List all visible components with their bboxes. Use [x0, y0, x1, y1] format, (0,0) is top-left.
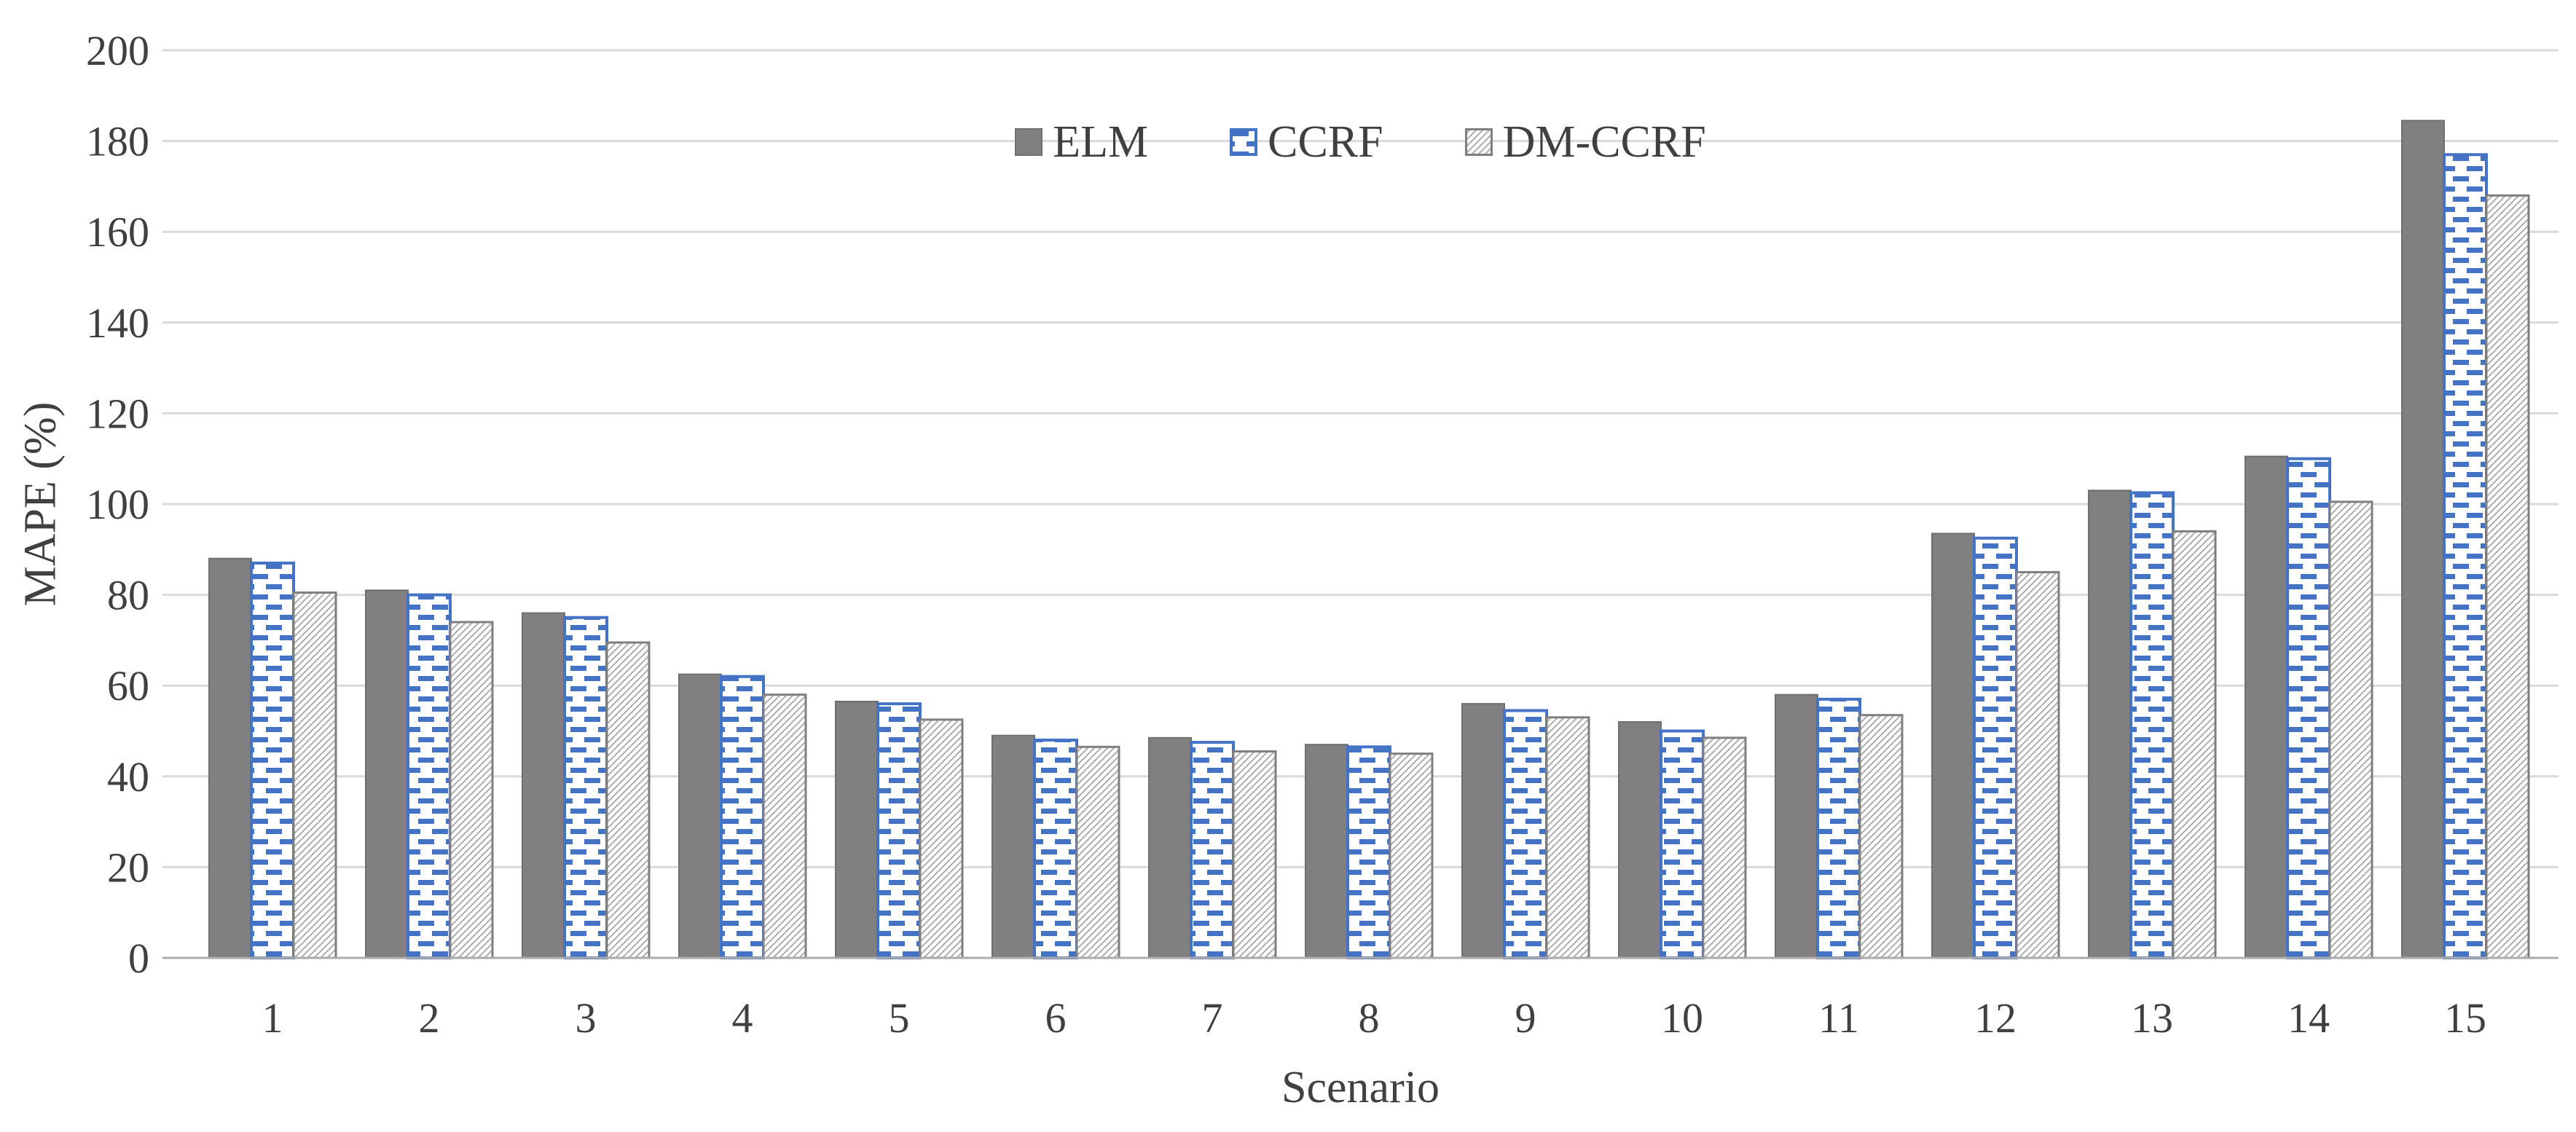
y-tick-label: 160 [86, 208, 149, 256]
y-tick-label: 80 [107, 572, 149, 619]
bar-dm-ccrf-scenario-3 [605, 641, 651, 959]
x-category-label: 8 [1359, 994, 1380, 1042]
bar-ccrf-scenario-9 [1503, 709, 1548, 960]
x-category-label: 1 [262, 994, 283, 1042]
bar-elm-scenario-6 [991, 734, 1035, 959]
legend-item-elm: ELM [1015, 119, 1148, 165]
bar-dm-ccrf-scenario-11 [1858, 714, 1904, 959]
bar-ccrf-scenario-14 [2286, 457, 2331, 959]
bar-dm-ccrf-scenario-4 [762, 693, 807, 959]
bar-elm-scenario-9 [1461, 703, 1505, 959]
x-category-label: 10 [1661, 994, 1703, 1042]
bar-dm-ccrf-scenario-6 [1075, 745, 1120, 959]
bar-dm-ccrf-scenario-7 [1232, 750, 1277, 959]
x-category-label: 15 [2444, 994, 2486, 1042]
bar-ccrf-scenario-3 [563, 616, 608, 959]
bar-ccrf-scenario-1 [250, 561, 295, 959]
bar-ccrf-scenario-12 [1973, 536, 2018, 959]
bar-elm-scenario-2 [365, 589, 409, 959]
bar-ccrf-scenario-13 [2129, 491, 2175, 959]
y-tick-label: 140 [86, 299, 149, 347]
legend-label-dm-ccrf: DM-CCRF [1502, 117, 1706, 167]
bar-dm-ccrf-scenario-8 [1389, 752, 1434, 959]
x-category-label: 3 [576, 994, 597, 1042]
bar-ccrf-scenario-6 [1033, 738, 1078, 960]
bar-ccrf-scenario-7 [1190, 741, 1235, 959]
legend-label-elm: ELM [1053, 117, 1149, 167]
bar-ccrf-scenario-15 [2443, 153, 2488, 959]
elm-swatch-icon [1015, 128, 1043, 156]
x-category-label: 7 [1202, 994, 1223, 1042]
y-tick-label: 200 [86, 27, 149, 74]
bar-ccrf-scenario-11 [1816, 697, 1861, 959]
y-tick-label: 180 [86, 118, 149, 165]
bar-dm-ccrf-scenario-9 [1545, 716, 1590, 959]
bar-ccrf-scenario-8 [1346, 745, 1391, 960]
bar-dm-ccrf-scenario-2 [449, 621, 494, 959]
y-tick-label: 20 [107, 844, 149, 891]
bar-dm-ccrf-scenario-15 [2485, 194, 2530, 959]
x-category-label: 11 [1818, 994, 1859, 1042]
bar-dm-ccrf-scenario-14 [2328, 500, 2373, 959]
x-category-label: 14 [2288, 994, 2330, 1042]
bar-ccrf-scenario-10 [1660, 729, 1705, 959]
bar-ccrf-scenario-4 [720, 675, 765, 959]
bar-dm-ccrf-scenario-13 [2172, 530, 2217, 959]
legend-item-ccrf: CCRF [1230, 119, 1383, 165]
bar-elm-scenario-1 [208, 557, 252, 959]
bar-elm-scenario-11 [1775, 693, 1818, 959]
legend-item-dm-ccrf: DM-CCRF [1464, 117, 1706, 167]
bar-elm-scenario-14 [2245, 455, 2288, 959]
bar-elm-scenario-4 [678, 673, 722, 959]
y-tick-label: 120 [86, 390, 149, 437]
y-axis-title: MAPE (%) [15, 401, 66, 607]
bar-elm-scenario-15 [2401, 119, 2445, 959]
bar-elm-scenario-10 [1618, 721, 1662, 959]
bar-ccrf-scenario-5 [876, 702, 922, 959]
y-tick-label: 60 [107, 662, 149, 710]
legend: ELM CCRF [162, 119, 2559, 165]
bar-elm-scenario-7 [1148, 736, 1192, 959]
legend-label-ccrf: CCRF [1268, 117, 1383, 167]
y-tick-label: 0 [128, 935, 149, 982]
x-category-label: 12 [1974, 994, 2017, 1042]
x-category-label: 2 [419, 994, 440, 1042]
bar-elm-scenario-12 [1931, 532, 1975, 959]
x-category-label: 5 [889, 994, 910, 1042]
bar-dm-ccrf-scenario-1 [292, 591, 337, 959]
bar-dm-ccrf-scenario-5 [919, 718, 964, 959]
bar-dm-ccrf-scenario-10 [1702, 736, 1747, 959]
x-axis-title: Scenario [1281, 1063, 1440, 1112]
x-category-label: 4 [732, 994, 753, 1042]
bar-ccrf-scenario-2 [407, 593, 452, 959]
bar-elm-scenario-8 [1305, 744, 1348, 959]
bar-elm-scenario-3 [522, 612, 565, 959]
y-tick-label: 40 [107, 753, 149, 801]
bar-elm-scenario-5 [835, 701, 879, 959]
y-tick-label: 100 [86, 481, 149, 528]
ccrf-swatch-icon [1230, 128, 1258, 156]
dm-ccrf-swatch-icon [1464, 128, 1493, 156]
bar-elm-scenario-13 [2088, 490, 2132, 959]
x-category-label: 9 [1515, 994, 1536, 1042]
x-category-label: 13 [2131, 994, 2173, 1042]
bar-dm-ccrf-scenario-12 [2015, 570, 2060, 959]
x-category-label: 6 [1045, 994, 1067, 1042]
bars [208, 119, 2530, 960]
